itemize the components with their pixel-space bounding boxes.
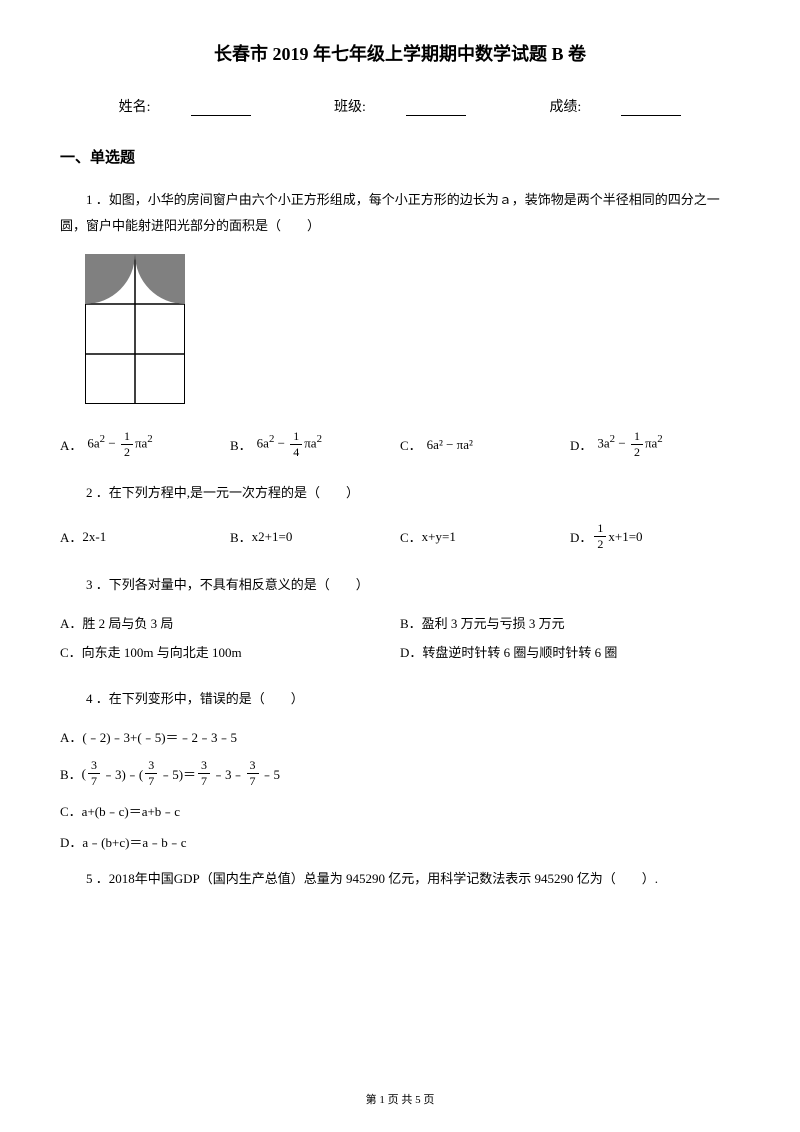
q3-option-d: D．转盘逆时针转 6 圈与顺时针转 6 圈 bbox=[400, 642, 740, 661]
q4-option-a: A．(﹣2)﹣3+(﹣5)＝﹣2﹣3﹣5 bbox=[60, 727, 740, 746]
info-line: 姓名: 班级: 成绩: bbox=[60, 96, 740, 116]
q4-options: A．(﹣2)﹣3+(﹣5)＝﹣2﹣3﹣5 B． (37﹣3)﹣(37﹣5)＝37… bbox=[60, 727, 740, 851]
question-2-text: 2 ．在下列方程中,是一元一次方程的是（ ） bbox=[60, 480, 740, 506]
q4-option-c: C．a+(b﹣c)＝a+b﹣c bbox=[60, 801, 740, 820]
q3-options: A．胜 2 局与负 3 局 B．盈利 3 万元与亏损 3 万元 C．向东走 10… bbox=[60, 613, 740, 671]
q3-option-a: A．胜 2 局与负 3 局 bbox=[60, 613, 400, 632]
window-diagram bbox=[85, 254, 740, 409]
question-4-text: 4 ．在下列变形中，错误的是（ ） bbox=[60, 686, 740, 712]
page-title: 长春市 2019 年七年级上学期期中数学试题 B 卷 bbox=[60, 40, 740, 66]
page-footer: 第 1 页 共 5 页 bbox=[0, 1091, 800, 1107]
section-heading: 一、单选题 bbox=[60, 146, 740, 167]
q4-option-d: D．a﹣(b+c)＝a﹣b﹣c bbox=[60, 832, 740, 851]
name-label: 姓名: bbox=[99, 100, 271, 115]
q2-option-c: C．x+y=1 bbox=[400, 527, 570, 546]
q2-option-d: D．12x+1=0 bbox=[570, 521, 740, 552]
q1-option-c: C． 6a² − πa² bbox=[400, 435, 570, 454]
question-5-text: 5 ．2018年中国GDP（国内生产总值）总量为 945290 亿元，用科学记数… bbox=[60, 866, 740, 892]
q2-option-a: A．2x-1 bbox=[60, 527, 230, 546]
q3-option-b: B．盈利 3 万元与亏损 3 万元 bbox=[400, 613, 740, 632]
q1-options: A． 6a2 − 12πa2 B． 6a2 − 14πa2 C． 6a² − π… bbox=[60, 429, 740, 460]
q4-option-b: B． (37﹣3)﹣(37﹣5)＝37﹣3﹣37﹣5 bbox=[60, 758, 740, 789]
q1-option-a: A． 6a2 − 12πa2 bbox=[60, 429, 230, 460]
q1-option-b: B． 6a2 − 14πa2 bbox=[230, 429, 400, 460]
class-label: 班级: bbox=[314, 100, 486, 115]
q2-option-b: B．x2+1=0 bbox=[230, 527, 400, 546]
q2-options: A．2x-1 B．x2+1=0 C．x+y=1 D．12x+1=0 bbox=[60, 521, 740, 552]
question-3-text: 3 ．下列各对量中，不具有相反意义的是（ ） bbox=[60, 572, 740, 598]
score-label: 成绩: bbox=[529, 100, 701, 115]
q1-option-d: D． 3a2 − 12πa2 bbox=[570, 429, 740, 460]
q3-option-c: C．向东走 100m 与向北走 100m bbox=[60, 642, 400, 661]
question-1-text: 1 ．如图，小华的房间窗户由六个小正方形组成，每个小正方形的边长为ａ，装饰物是两… bbox=[60, 187, 740, 239]
